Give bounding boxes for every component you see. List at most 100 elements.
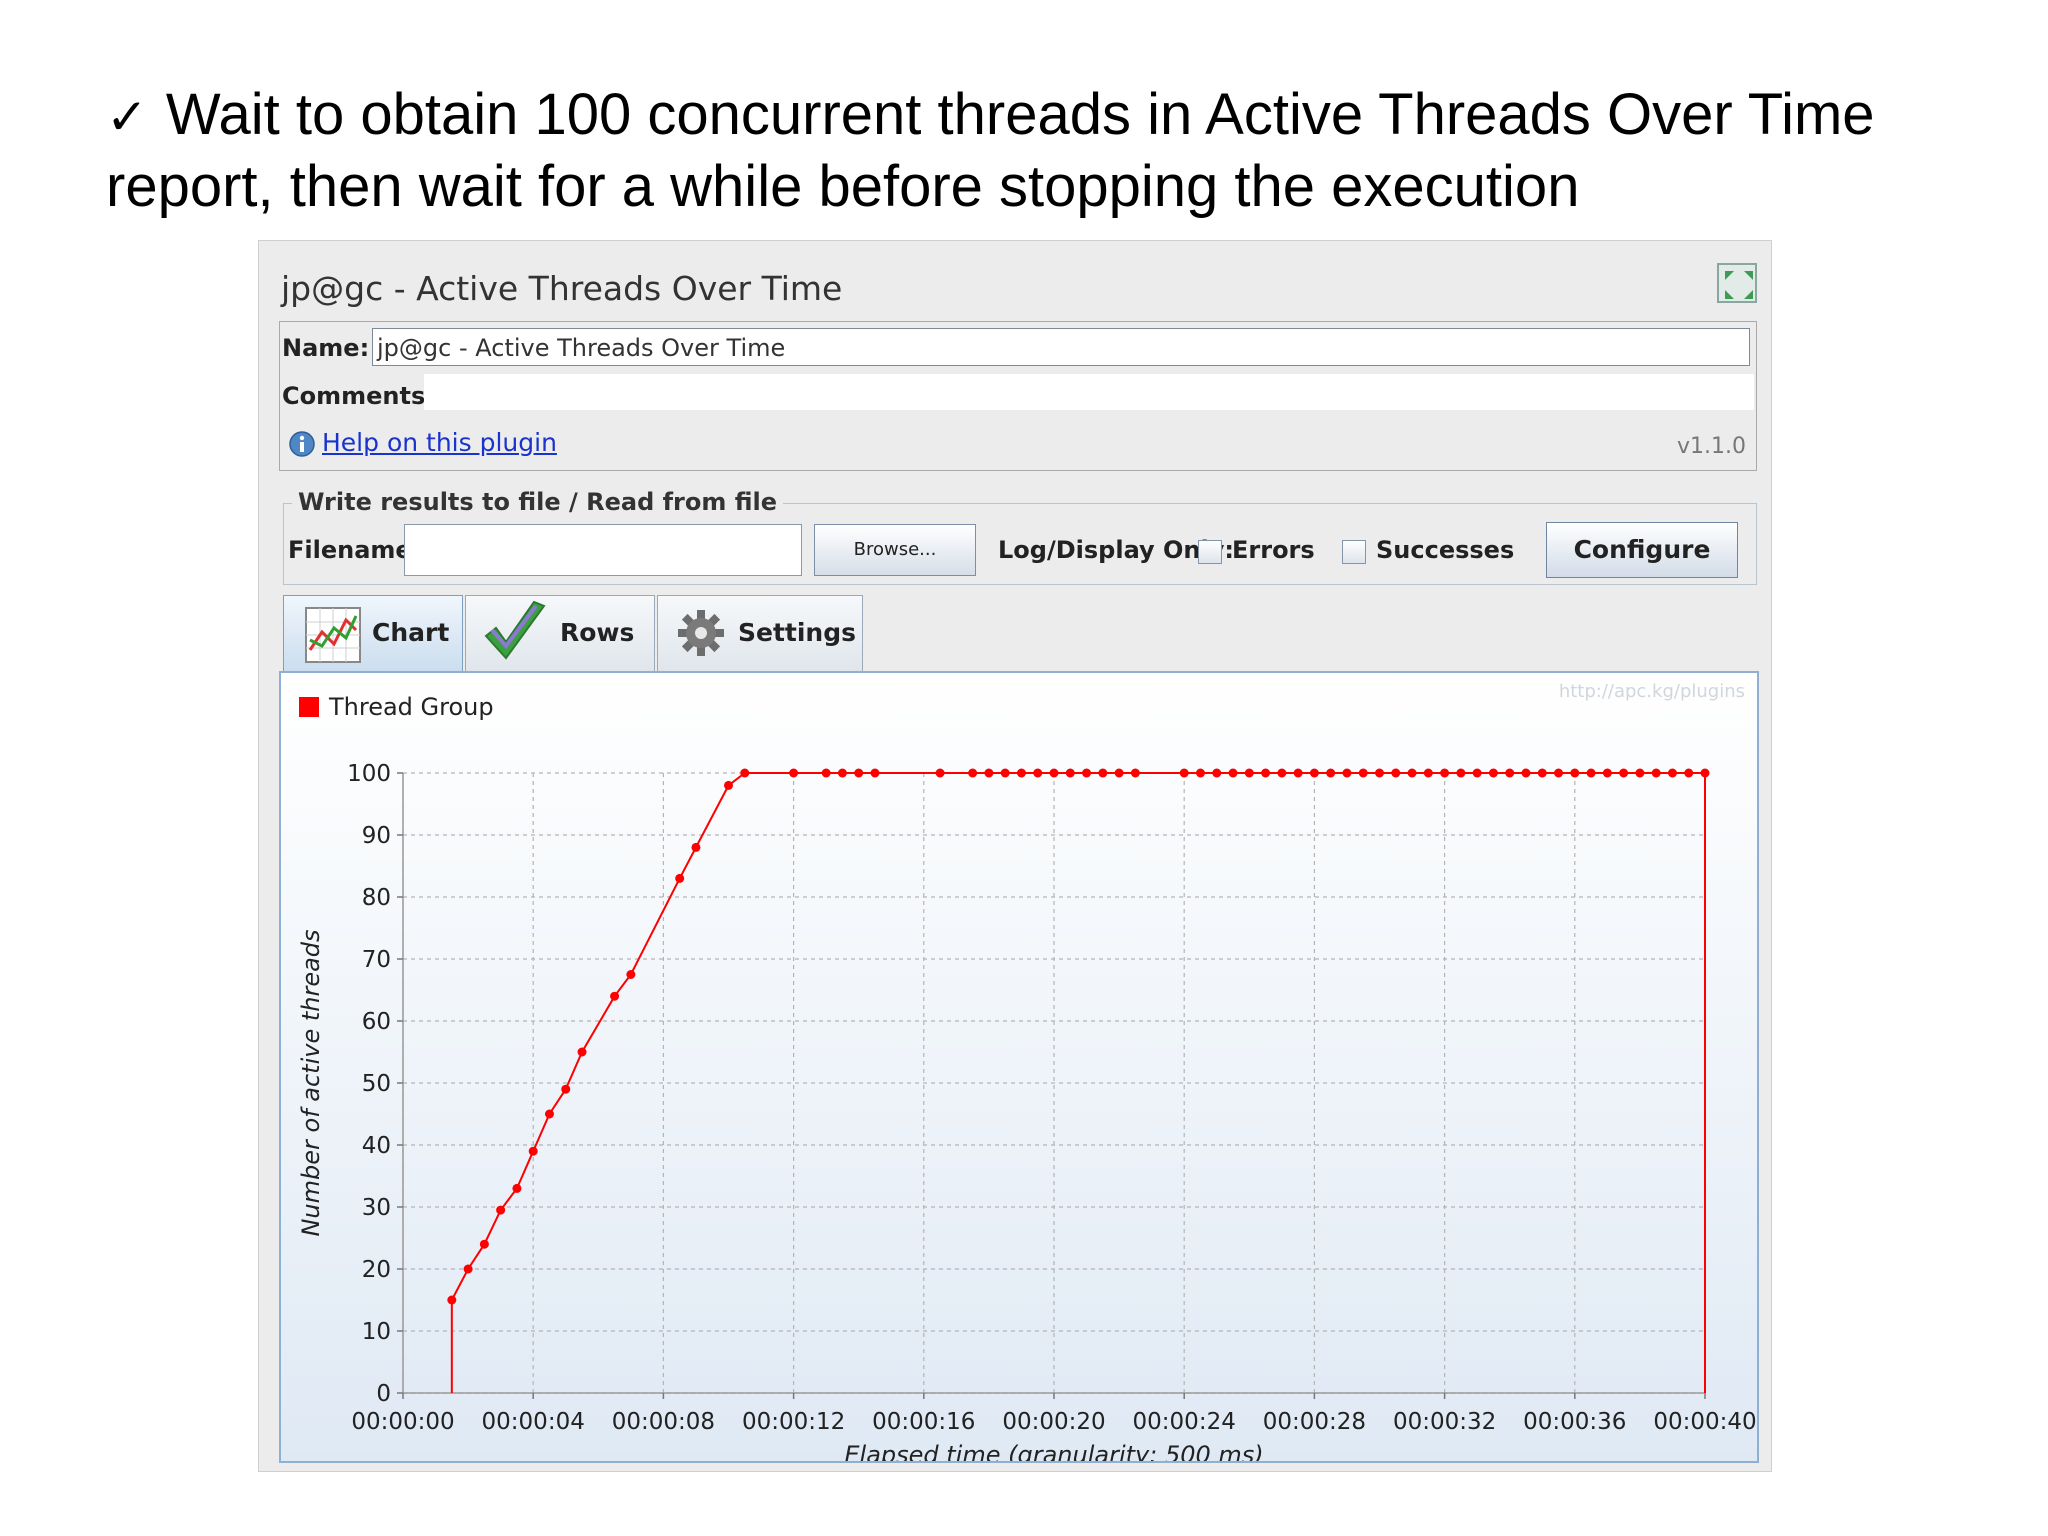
data-point <box>1440 768 1450 778</box>
x-tick-label: 00:00:12 <box>742 1409 845 1435</box>
data-point <box>1065 768 1075 778</box>
data-point <box>1570 768 1580 778</box>
data-point <box>870 768 880 778</box>
name-label: Name: <box>282 334 370 362</box>
data-point <box>724 780 733 790</box>
filename-input[interactable] <box>404 524 802 576</box>
data-point <box>528 1146 538 1156</box>
data-point <box>1228 768 1238 778</box>
browse-button[interactable]: Browse... <box>814 524 976 576</box>
version-label: v1.1.0 <box>1677 434 1746 459</box>
log-display-label: Log/Display Only: <box>998 536 1234 564</box>
data-point <box>1602 768 1612 778</box>
configure-button[interactable]: Configure <box>1546 522 1738 578</box>
data-point <box>544 1109 554 1119</box>
data-point <box>1586 768 1596 778</box>
checkmark-icon <box>484 600 546 660</box>
data-point <box>1114 768 1124 778</box>
data-point <box>1293 768 1303 778</box>
help-link[interactable]: Help on this plugin <box>322 428 557 457</box>
data-point <box>1195 768 1205 778</box>
data-point <box>691 842 701 852</box>
panel-title: jp@gc - Active Threads Over Time <box>281 269 843 308</box>
data-point <box>1016 768 1026 778</box>
chart-area: http://apc.kg/plugins 0 10 20 30 40 50 60 70 80 90… <box>279 671 1759 1463</box>
x-tick-label: 00:00:36 <box>1523 1409 1626 1435</box>
y-tick-label: 100 <box>347 761 391 787</box>
x-tick-label: 00:00:04 <box>482 1409 585 1435</box>
data-point <box>1521 768 1531 778</box>
data-point <box>935 768 945 778</box>
legend-swatch <box>299 697 319 717</box>
y-tick-label: 80 <box>362 885 391 911</box>
y-tick-label: 40 <box>362 1133 391 1159</box>
errors-checkbox[interactable] <box>1198 540 1222 564</box>
data-point <box>837 768 847 778</box>
data-point <box>984 768 994 778</box>
write-results-group: Write results to file / Read from file F… <box>283 488 1757 585</box>
info-icon <box>289 431 315 457</box>
data-point <box>610 991 620 1001</box>
data-point <box>1554 768 1564 778</box>
x-tick-label: 00:00:32 <box>1393 1409 1496 1435</box>
x-axis-title: Elapsed time (granularity: 500 ms) <box>844 1441 1263 1461</box>
data-point <box>1049 768 1059 778</box>
successes-label: Successes <box>1376 536 1515 564</box>
comments-input[interactable] <box>424 374 1754 410</box>
data-point <box>1261 768 1271 778</box>
legend-label: Thread Group <box>328 693 494 721</box>
data-point <box>1000 768 1010 778</box>
tab-settings[interactable]: Settings <box>657 595 863 671</box>
data-point <box>1033 768 1043 778</box>
data-point <box>1375 768 1384 778</box>
data-point <box>821 768 831 778</box>
chart-watermark: http://apc.kg/plugins <box>1559 681 1745 702</box>
data-point <box>1391 768 1401 778</box>
y-tick-label: 70 <box>362 947 391 973</box>
checkmark-bullet-icon: ✓ <box>106 88 148 146</box>
data-point <box>1505 768 1515 778</box>
x-tick-label: 00:00:24 <box>1133 1409 1236 1435</box>
data-point <box>1635 768 1645 778</box>
tab-settings-label: Settings <box>738 618 857 647</box>
data-point <box>1179 768 1189 778</box>
data-point <box>577 1047 587 1057</box>
successes-checkbox[interactable] <box>1342 540 1366 564</box>
data-point <box>1082 768 1092 778</box>
plugin-panel: jp@gc - Active Threads Over Time Name: j… <box>258 240 1772 1472</box>
x-tick-label: 00:00:00 <box>351 1409 454 1435</box>
tab-rows[interactable]: Rows <box>465 595 655 671</box>
data-point <box>1358 768 1368 778</box>
data-point <box>1472 768 1482 778</box>
expand-icon[interactable] <box>1717 263 1757 303</box>
data-point <box>561 1084 571 1094</box>
data-point <box>1488 768 1498 778</box>
slide-instruction: ✓ Wait to obtain 100 concurrent threads i… <box>106 80 1986 222</box>
data-point <box>1277 768 1287 778</box>
data-point <box>1326 768 1336 778</box>
x-tick-label: 00:00:28 <box>1263 1409 1366 1435</box>
data-point <box>789 768 799 778</box>
name-input[interactable]: jp@gc - Active Threads Over Time <box>372 328 1750 366</box>
data-point <box>496 1205 506 1215</box>
x-tick-label: 00:00:40 <box>1653 1409 1756 1435</box>
chart-icon <box>305 607 361 663</box>
data-point <box>1537 768 1547 778</box>
y-axis-title: Number of active threads <box>297 929 325 1236</box>
data-point <box>1667 768 1677 778</box>
data-point <box>463 1264 473 1274</box>
info-box: Name: jp@gc - Active Threads Over Time C… <box>279 321 1757 471</box>
y-tick-label: 30 <box>362 1195 391 1221</box>
data-point <box>1130 768 1140 778</box>
data-point <box>740 768 750 778</box>
comments-label: Comments: <box>282 382 435 410</box>
data-point <box>1309 768 1319 778</box>
data-point <box>1684 768 1694 778</box>
x-tick-label: 00:00:16 <box>872 1409 975 1435</box>
tab-rows-label: Rows <box>560 618 635 647</box>
x-tick-label: 00:00:20 <box>1002 1409 1105 1435</box>
y-tick-label: 20 <box>362 1257 391 1283</box>
tab-chart[interactable]: Chart <box>283 595 463 675</box>
data-point <box>1212 768 1222 778</box>
data-point <box>968 768 978 778</box>
